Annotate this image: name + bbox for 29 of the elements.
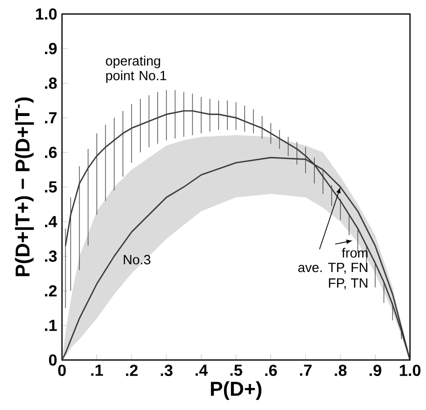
x-tick-label: .5 xyxy=(230,364,242,376)
annotation: ave. TP, FN xyxy=(298,262,368,274)
y-tick-label: 0 xyxy=(49,354,57,366)
x-tick-label: .2 xyxy=(126,364,138,376)
y-tick-label: .3 xyxy=(45,250,57,262)
series-label: No.3 xyxy=(124,254,150,264)
x-tick-label: .9 xyxy=(370,364,382,376)
y-tick-label: .6 xyxy=(45,146,57,158)
x-tick-label: 0 xyxy=(58,364,66,376)
y-tick-label: .4 xyxy=(45,216,58,228)
annotation: from xyxy=(342,248,368,258)
x-tick-label: 1.0 xyxy=(400,364,420,376)
y-tick-label: .5 xyxy=(45,181,57,193)
y-tick-label: 1.0 xyxy=(36,8,57,20)
y-tick-label: .9 xyxy=(45,42,57,54)
text: operating point No.1 xyxy=(106,56,166,83)
y-tick-label: .8 xyxy=(45,78,57,89)
y-tick-label: .2 xyxy=(45,285,57,296)
x-tick-label: .3 xyxy=(160,364,172,376)
x-tick-label: .6 xyxy=(265,364,277,376)
x-tick-label: .8 xyxy=(334,364,347,376)
x-tick-label: .4 xyxy=(196,364,208,376)
y-axis-title: P(D+|T+) − P(D+|T$^{-}$) xyxy=(14,97,34,276)
x-tick-label: .1 xyxy=(91,364,104,376)
annotation: FP, TN xyxy=(328,278,368,290)
y-tick-label: .1 xyxy=(45,320,57,331)
y-tick-label: .7 xyxy=(45,112,57,124)
x-tick-label: .7 xyxy=(300,364,312,376)
x-axis-title: P(D+) xyxy=(210,381,262,400)
